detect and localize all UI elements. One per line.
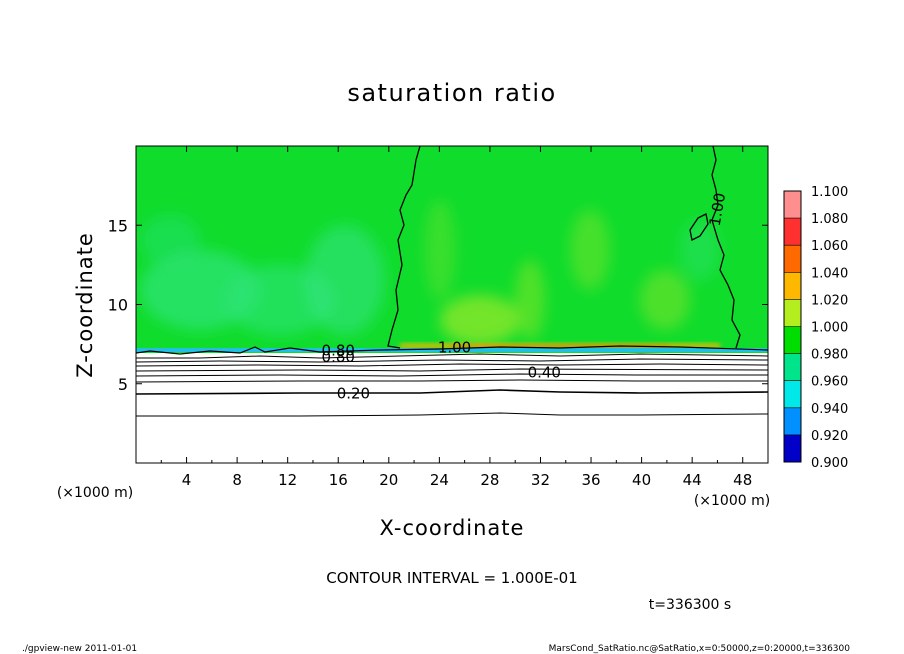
contour-line <box>136 412 768 417</box>
contour-label: 0.40 <box>528 364 561 382</box>
contour-label: 1.00 <box>438 338 471 356</box>
colorbar-segment <box>784 191 801 219</box>
contour-line <box>136 368 768 372</box>
y-tick-label: 15 <box>108 216 128 235</box>
unity-contour-loop <box>689 213 709 241</box>
colorbar-level-label: 1.040 <box>811 266 848 281</box>
contour-line <box>136 363 768 367</box>
x-unit-right: (×1000 m) <box>694 493 770 509</box>
colorbar-segment <box>784 218 801 246</box>
colorbar-level-label: 1.100 <box>811 185 848 200</box>
y-tick-label: 5 <box>118 375 128 394</box>
field-shading <box>140 200 720 345</box>
contour-line <box>136 389 768 395</box>
colorbar-segment <box>784 272 801 300</box>
colorbar-level-label: 0.900 <box>811 456 848 471</box>
unity-contours <box>387 146 741 349</box>
y-tick-label: 10 <box>108 296 128 315</box>
contour-line <box>136 358 768 363</box>
colorbar-segment <box>784 407 801 436</box>
contour-interval-text: CONTOUR INTERVAL = 1.000E-01 <box>326 569 577 587</box>
x-tick-label: 48 <box>733 471 752 489</box>
colorbar-segment <box>784 353 801 382</box>
unity-contour-west <box>387 146 421 349</box>
x-tick-label: 8 <box>232 471 242 489</box>
x-unit-left: (×1000 m) <box>57 485 133 501</box>
colorbar-level-label: 1.020 <box>811 293 848 308</box>
x-tick-label: 24 <box>430 471 449 489</box>
x-axis-label: X-coordinate <box>380 516 525 540</box>
contour-label-text: 1.00 <box>438 338 471 356</box>
colorbar-level-label: 1.080 <box>811 212 848 227</box>
colorbar-segment <box>784 326 801 355</box>
time-text: t=336300 s <box>649 597 731 613</box>
colorbar-segment <box>784 245 801 273</box>
x-tick-label: 32 <box>531 471 550 489</box>
contour-line <box>136 373 768 377</box>
chart-title: saturation ratio <box>347 79 556 107</box>
contour-line <box>136 353 768 359</box>
contour-label-text: 0.40 <box>528 364 561 382</box>
y-axis: 5 10 15 <box>108 216 768 394</box>
colorbar-level-label: 0.940 <box>811 402 848 417</box>
contour-line <box>136 379 768 383</box>
colorbar-segment <box>784 380 801 409</box>
unity-contour-east <box>711 146 741 349</box>
plot-area: 0.20 0.40 0.800.80 1.00 1.00 <box>136 146 768 463</box>
colorbar-level-label: 0.960 <box>811 375 848 390</box>
x-tick-label: 36 <box>581 471 600 489</box>
colorbar-level-label: 1.000 <box>811 321 848 336</box>
x-tick-label: 12 <box>278 471 297 489</box>
footer-left: ./gpview-new 2011-01-01 <box>22 644 137 654</box>
contour-label-text: 0.20 <box>337 384 370 402</box>
x-tick-label: 28 <box>480 471 499 489</box>
x-tick-label: 44 <box>683 471 702 489</box>
contour-label: 0.20 <box>337 384 370 402</box>
colorbar-level-label: 0.920 <box>811 429 848 444</box>
x-tick-label: 4 <box>182 471 192 489</box>
contour-label: 0.80 <box>322 341 355 359</box>
contour-line <box>136 345 768 355</box>
footer-right: MarsCond_SatRatio.nc@SatRatio,x=0:50000,… <box>549 644 851 654</box>
cloud-base-edge <box>136 348 768 352</box>
contour-lines <box>136 345 768 417</box>
colorbar-segment <box>784 299 801 327</box>
supersaturation-band <box>400 343 720 349</box>
contour-label: 1.00 <box>706 191 730 227</box>
x-tick-label: 40 <box>632 471 651 489</box>
colorbar-segment <box>784 434 801 463</box>
contour-label: 0.80 <box>322 348 355 366</box>
x-tick-label: 16 <box>329 471 348 489</box>
contour-label-text: 0.80 <box>322 348 355 366</box>
colorbar-level-label: 0.980 <box>811 348 848 363</box>
colorbar: 1.100 1.080 1.060 1.040 1.020 1.000 0.980 0.960… <box>783 185 848 471</box>
contour-label-text: 1.00 <box>706 191 730 227</box>
colorbar-level-label: 1.060 <box>811 239 848 254</box>
x-tick-label: 20 <box>379 471 398 489</box>
y-axis-label: Z-coordinate <box>73 232 97 378</box>
contour-label-layer: 0.20 0.40 0.800.80 1.00 1.00 <box>322 191 730 402</box>
contour-label-text: 0.80 <box>322 341 355 359</box>
x-axis: 4 8 12 16 20 24 28 32 36 40 44 48 <box>160 146 752 489</box>
